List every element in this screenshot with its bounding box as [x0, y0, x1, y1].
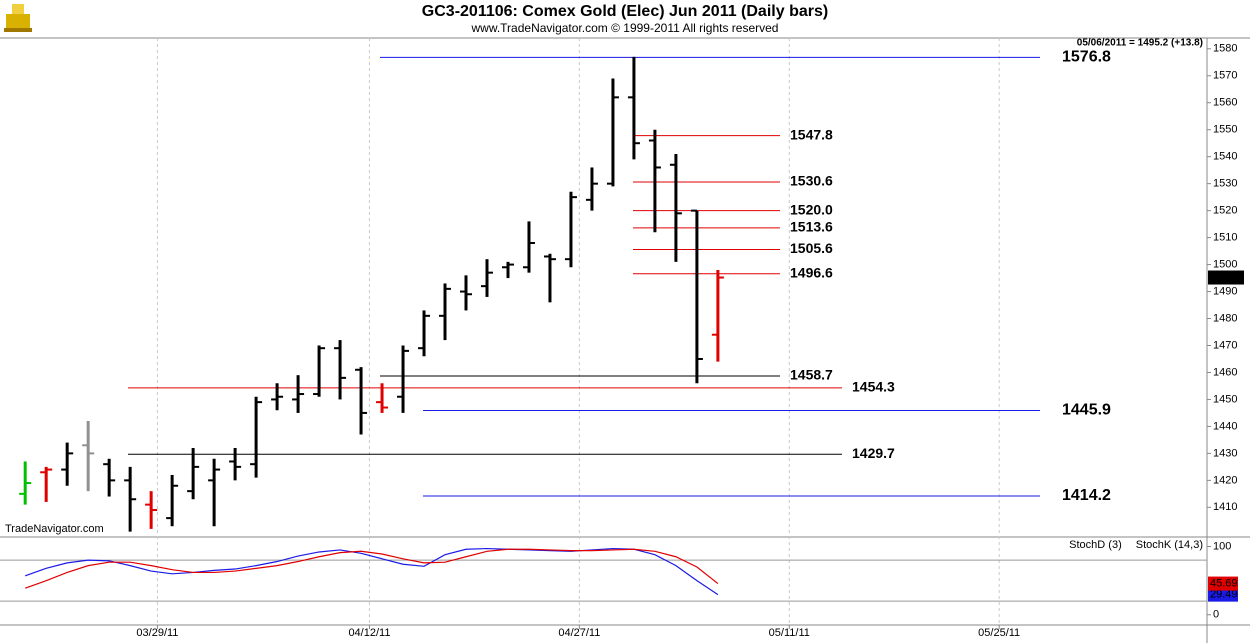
x-tick-label: 04/12/11	[348, 627, 390, 639]
y-tick-label: 1510	[1213, 232, 1237, 244]
price-tag-label: 1495.2	[1210, 271, 1244, 283]
y-tick-label: 1460	[1213, 366, 1237, 378]
x-tick-label: 04/27/11	[558, 627, 600, 639]
legend-entry: StochK (14,3)	[1136, 539, 1203, 551]
value-tag-label: 29.49	[1210, 589, 1238, 601]
x-tick-label: 03/29/11	[136, 627, 178, 639]
level-label: 1576.8	[1062, 49, 1111, 66]
y-tick-label: 1440	[1213, 420, 1237, 432]
stoch-line	[24, 548, 719, 589]
value-tag-label: 45.69	[1210, 577, 1238, 589]
y-tick-label: 1490	[1213, 285, 1237, 297]
y-tick-label: 1480	[1213, 312, 1237, 324]
y-tick-label: 1430	[1213, 447, 1237, 459]
y-tick-label: 1500	[1213, 258, 1237, 270]
value-tag	[1208, 587, 1238, 602]
y-tick-label: 1410	[1213, 501, 1237, 513]
value-tag	[1208, 576, 1238, 591]
level-label: 1454.3	[852, 379, 895, 395]
level-label: 1496.6	[790, 264, 833, 280]
y-tick-label: 1550	[1213, 124, 1237, 136]
y-tick-label: 1560	[1213, 97, 1237, 109]
stoch-line	[24, 547, 719, 596]
level-label: 1429.7	[852, 445, 895, 461]
watermark: TradeNavigator.com	[5, 523, 104, 535]
y-tick-label: 1580	[1213, 43, 1237, 55]
level-label: 1445.9	[1062, 402, 1111, 419]
y-tick-label: 1530	[1213, 178, 1237, 190]
y-tick-label: 100	[1213, 540, 1231, 552]
info-text: 05/06/2011 = 1495.2 (+13.8)	[1077, 38, 1203, 49]
level-label: 1458.7	[790, 367, 833, 383]
y-tick-label: 1450	[1213, 393, 1237, 405]
price-tag	[1208, 270, 1244, 285]
x-tick-label: 05/25/11	[978, 627, 1020, 639]
y-tick-label: 1520	[1213, 205, 1237, 217]
y-tick-label: 0	[1213, 609, 1219, 621]
y-tick-label: 1540	[1213, 151, 1237, 163]
y-tick-label: 1470	[1213, 339, 1237, 351]
level-label: 1530.6	[790, 173, 833, 189]
chart-title: GC3-201106: Comex Gold (Elec) Jun 2011 (…	[422, 3, 828, 20]
subtitle: www.TradeNavigator.com © 1999-2011 All r…	[471, 21, 779, 35]
y-tick-label: 1570	[1213, 70, 1237, 82]
logo	[4, 4, 32, 32]
level-label: 1414.2	[1062, 487, 1111, 504]
level-label: 1547.8	[790, 126, 833, 142]
legend-entry: StochD (3)	[1069, 539, 1122, 551]
level-label: 1513.6	[790, 219, 833, 235]
y-tick-label: 1420	[1213, 474, 1237, 486]
x-tick-label: 05/11/11	[769, 627, 810, 639]
level-label: 1505.6	[790, 240, 833, 256]
level-label: 1520.0	[790, 201, 833, 217]
